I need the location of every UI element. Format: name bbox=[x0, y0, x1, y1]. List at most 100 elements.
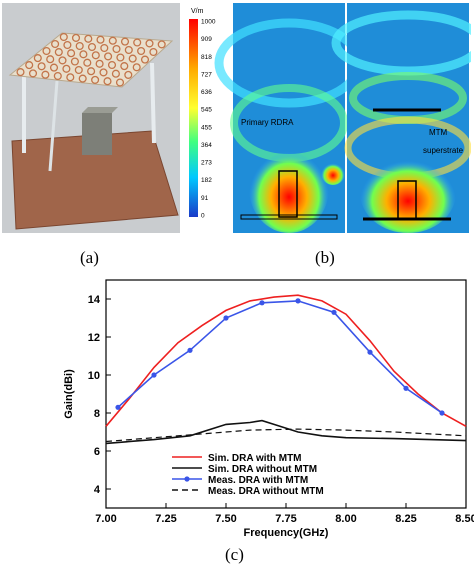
colorbar-tick-label: 727 bbox=[201, 71, 212, 78]
mtm-ring-cell bbox=[59, 32, 68, 42]
y-tick-label: 6 bbox=[94, 446, 100, 458]
colorbar-unit: V/m bbox=[191, 8, 204, 15]
mtm-ring-cell bbox=[99, 68, 108, 77]
mtm-ring-cell bbox=[111, 69, 120, 78]
colorbar-tick-label: 636 bbox=[201, 89, 212, 96]
legend-label: Meas. DRA with MTM bbox=[208, 475, 308, 486]
colorbar-tick-label: 364 bbox=[201, 142, 212, 149]
legend-label: Sim. DRA with MTM bbox=[208, 453, 302, 464]
series-line bbox=[105, 419, 467, 445]
y-axis-label: Gain(dBi) bbox=[63, 369, 75, 419]
series-point bbox=[439, 410, 445, 416]
colorbar-tick-label: 273 bbox=[201, 160, 212, 167]
y-tick-label: 4 bbox=[94, 484, 101, 496]
x-tick-label: 7.50 bbox=[215, 513, 236, 525]
mtm-ring-cell bbox=[140, 55, 150, 64]
series-point bbox=[259, 300, 265, 306]
mtm-ring-cell bbox=[46, 55, 55, 64]
x-tick-label: 7.75 bbox=[275, 513, 296, 525]
mtm-ring-cell bbox=[58, 56, 67, 65]
mtm-ring-cell bbox=[87, 67, 96, 76]
series-line bbox=[105, 428, 467, 443]
mtm-ring-cell bbox=[120, 62, 129, 71]
colorbar-tick-label: 545 bbox=[201, 107, 212, 114]
mtm-ring-cell bbox=[87, 42, 97, 52]
y-tick-label: 14 bbox=[88, 294, 101, 306]
mtm-ring-cell bbox=[78, 74, 87, 83]
antenna-photo bbox=[2, 3, 180, 233]
caption-b: (b) bbox=[315, 248, 335, 267]
mtm-ring-cell bbox=[108, 36, 117, 45]
legend-label: Sim. DRA without MTM bbox=[208, 464, 317, 475]
series-point bbox=[295, 298, 301, 304]
mtm-ring-cell bbox=[112, 44, 121, 54]
x-tick-label: 7.25 bbox=[155, 513, 176, 525]
x-tick-label: 7.00 bbox=[95, 513, 116, 525]
mtm-ring-cell bbox=[42, 46, 51, 56]
mtm-ring-cell bbox=[124, 70, 133, 79]
mtm-ring-cell bbox=[128, 54, 137, 63]
mtm-ring-cell bbox=[84, 34, 93, 43]
series-point bbox=[331, 309, 337, 315]
series-point bbox=[223, 315, 229, 321]
mtm-ring-cell bbox=[49, 63, 59, 72]
mtm-ring-cell bbox=[63, 40, 72, 50]
y-tick-label: 8 bbox=[94, 408, 100, 420]
mtm-ring-cell bbox=[54, 48, 63, 57]
mtm-ring-cell bbox=[120, 37, 130, 46]
mtm-ring-cell bbox=[115, 78, 125, 87]
x-axis-label: Frequency(GHz) bbox=[244, 527, 329, 539]
legend-label: Meas. DRA without MTM bbox=[208, 486, 324, 497]
colorbar bbox=[189, 19, 198, 217]
mtm-ring-cell bbox=[100, 43, 109, 53]
mtm-ring-cell bbox=[74, 65, 83, 75]
mtm-ring-cell bbox=[67, 49, 76, 58]
mtm-ring-cell bbox=[103, 77, 112, 86]
series-point bbox=[151, 372, 157, 378]
mtm-ring-cell bbox=[124, 45, 133, 55]
mtm-ring-cell bbox=[157, 40, 166, 49]
caption-c: (c) bbox=[225, 545, 244, 564]
mtm-ring-cell bbox=[66, 73, 75, 82]
series-line bbox=[105, 294, 467, 427]
field-distribution: V/m 1000 909 818 727 636 545 455 364 273 182 91 0 P… bbox=[183, 3, 471, 233]
mtm-ring-cell bbox=[79, 50, 88, 59]
colorbar-tick-label: 1000 bbox=[201, 19, 216, 26]
mtm-ring-cell bbox=[75, 41, 84, 51]
mtm-ring-cell bbox=[132, 63, 141, 72]
mtm-ring-cell bbox=[70, 57, 79, 66]
mtm-ring-cell bbox=[149, 47, 158, 57]
mtm-ring-cell bbox=[51, 39, 60, 49]
series-point bbox=[403, 385, 409, 391]
mtm-ring-cell bbox=[33, 54, 42, 63]
mtm-ring-cell bbox=[83, 58, 92, 67]
mtm-ring-cell bbox=[25, 61, 34, 70]
primary-rdra-label: Primary RDRA bbox=[241, 118, 294, 127]
series-point bbox=[367, 349, 373, 355]
colorbar-tick-label: 455 bbox=[201, 124, 212, 131]
mtm-ring-cell bbox=[107, 60, 117, 70]
mtm-ring-cell bbox=[133, 38, 142, 47]
series-line bbox=[117, 300, 443, 414]
y-tick-label: 12 bbox=[88, 332, 100, 344]
legend-marker bbox=[184, 476, 190, 482]
mtm-ring-cell bbox=[53, 71, 62, 81]
mtm-ring-cell bbox=[62, 64, 71, 73]
mtm-ring-cell bbox=[16, 68, 25, 77]
mtm-ring-cell bbox=[104, 52, 113, 61]
mtm-ring-cell bbox=[41, 70, 50, 79]
x-tick-label: 8.50 bbox=[455, 513, 474, 525]
mtm-ring-cell bbox=[28, 69, 38, 78]
gain-chart: 7.00 7.25 7.50 7.75 8.00 8.25 8.50 4 6 8 10 12 14 Fre… bbox=[0, 268, 474, 565]
mtm-ring-cell bbox=[145, 39, 154, 48]
colorbar-tick-label: 818 bbox=[201, 54, 212, 61]
x-tick-label: 8.25 bbox=[395, 513, 416, 525]
mtm-ring-cell bbox=[71, 33, 81, 42]
colorbar-tick-label: 909 bbox=[201, 36, 212, 43]
mtm-ring-cell bbox=[96, 35, 105, 44]
colorbar-tick-label: 91 bbox=[201, 195, 209, 202]
caption-a: (a) bbox=[80, 248, 99, 267]
mtm-label: MTM bbox=[429, 128, 448, 137]
mtm-ring-cell bbox=[91, 51, 100, 60]
mtm-ring-cell bbox=[137, 46, 146, 56]
